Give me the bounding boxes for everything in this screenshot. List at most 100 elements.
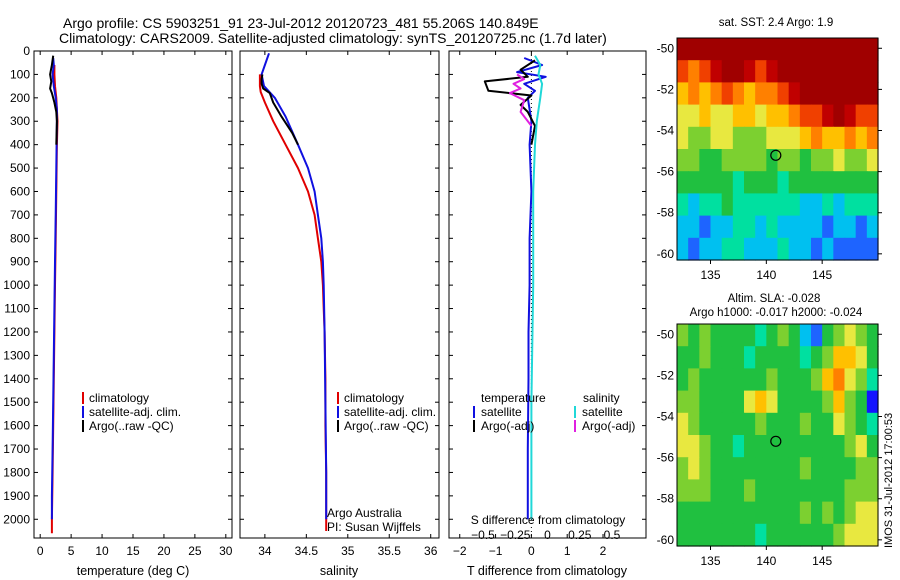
heatmap-cell [699, 457, 712, 480]
salinity-axes-frame [239, 50, 440, 539]
ytick-label: 1900 [3, 489, 30, 503]
heatmap-cell [866, 390, 879, 414]
heatmap-cell [844, 171, 857, 194]
heatmap-cell [699, 479, 712, 503]
heatmap-cell [766, 149, 779, 172]
heatmap-cell [721, 126, 734, 150]
heatmap-cell [844, 82, 857, 106]
heatmap-cell [699, 38, 712, 61]
heatmap-cell [866, 126, 879, 150]
heatmap-cell [777, 523, 790, 547]
heatmap-cell [855, 38, 868, 61]
heatmap-cell [732, 104, 745, 128]
heatmap-cell [744, 215, 756, 239]
heatmap-cell [788, 412, 801, 436]
legend-label-t-satellite: satellite [481, 405, 522, 419]
heatmap-cell [777, 435, 790, 458]
heatmap-cell [688, 501, 700, 525]
heatmap-cell [744, 60, 756, 83]
heatmap-cell [822, 324, 834, 347]
heatmap-cell [811, 126, 823, 150]
heatmap-cell [799, 479, 812, 503]
heatmap-cell [788, 368, 801, 392]
heatmap-cell [721, 82, 734, 106]
heatmap-cell [710, 171, 723, 194]
xtick-label: 15 [126, 544, 140, 558]
heatmap-cell [744, 171, 756, 194]
heatmap-cell [777, 82, 790, 106]
heatmap-cell [766, 82, 779, 106]
heatmap-cell [699, 82, 712, 106]
heatmap-cell [811, 324, 823, 347]
heatmap-cell [777, 501, 790, 525]
heatmap-cell [822, 368, 834, 392]
heatmap-cell [755, 104, 767, 128]
series-line-climatology [258, 74, 328, 531]
heatmap-cell [766, 479, 779, 503]
heatmap-cell [833, 60, 846, 83]
heatmap-cell [766, 237, 779, 261]
heatmap-cell [833, 523, 846, 547]
heatmap-cell [710, 82, 723, 106]
temperature-panel: 0100200300400500600700800900100011001200… [3, 44, 233, 578]
heatmap-cell [811, 215, 823, 239]
heatmap-cell [866, 82, 879, 106]
heatmap-cell [677, 479, 689, 503]
heatmap-cell [866, 523, 879, 547]
heatmap-cell [732, 171, 745, 194]
heatmap-cell [677, 501, 689, 525]
ytick-label: 100 [10, 67, 30, 81]
heatmap-cell [855, 479, 868, 503]
sla-map-panel: Altim. SLA: -0.028 Argo h1000: -0.017 h2… [657, 293, 882, 568]
annotation-pi: PI: Susan Wijffels [327, 520, 421, 534]
heatmap-cell [710, 479, 723, 503]
heatmap-cell [677, 126, 689, 150]
heatmap-cell [755, 215, 767, 239]
heatmap-cell [744, 501, 756, 525]
heatmap-cell [788, 149, 801, 172]
heatmap-cell [844, 38, 857, 61]
heatmap-cell [766, 171, 779, 194]
heatmap-cell [799, 412, 812, 436]
ytick-label: 1300 [3, 348, 30, 362]
heatmap-cell [766, 38, 779, 61]
xtick-label: 5 [68, 544, 75, 558]
heatmap-cell [699, 435, 712, 458]
legend-label-argo: Argo(..raw -QC) [89, 419, 174, 433]
xtick-secondary-label: −0.5 [471, 528, 495, 542]
heatmap-cell [699, 412, 712, 436]
heatmap-cell [822, 435, 834, 458]
legend-label-satellite: satellite-adj. clim. [89, 405, 181, 419]
heatmap-cell [710, 215, 723, 239]
heatmap-cell [866, 193, 879, 217]
heatmap-cell [710, 368, 723, 392]
series-line-argo-raw-qc [260, 74, 299, 146]
heatmap-cell [699, 501, 712, 525]
heatmap-cell [855, 523, 868, 547]
heatmap-cell [688, 479, 700, 503]
heatmap-cell [677, 171, 689, 194]
heatmap-cell [699, 346, 712, 369]
heatmap-cell [777, 38, 790, 61]
salinity-line-layer [258, 52, 328, 531]
xtick-secondary-label: −0.25 [500, 528, 531, 542]
difference-panel: −2 −1 0 1 2−0.5 −0.25 0 0.25 0.5 T difference fr… [448, 50, 647, 578]
xtick-label: −2 [453, 544, 467, 558]
heatmap-cell [811, 171, 823, 194]
heatmap-cell [833, 104, 846, 128]
heatmap-cell [822, 149, 834, 172]
sst-tick-layer: 135 140 145 -50 -52 -54 -56 -58 -60 [657, 41, 882, 282]
ytick-label: 1200 [3, 325, 30, 339]
ytick-label: 1000 [3, 278, 30, 292]
series-line-argo-raw-qc [49, 55, 58, 145]
heatmap-cell [688, 390, 700, 414]
heatmap-cell [732, 368, 745, 392]
heatmap-cell [811, 346, 823, 369]
sla-tick-layer: 135 140 145 -50 -52 -54 -56 -58 -60 [657, 327, 882, 568]
series-line-temperature-satellite [516, 57, 547, 520]
map-ytick-label: -58 [657, 206, 675, 220]
heatmap-cell [755, 82, 767, 106]
heatmap-cell [855, 149, 868, 172]
heatmap-cell [766, 215, 779, 239]
ytick-label: 700 [10, 208, 30, 222]
